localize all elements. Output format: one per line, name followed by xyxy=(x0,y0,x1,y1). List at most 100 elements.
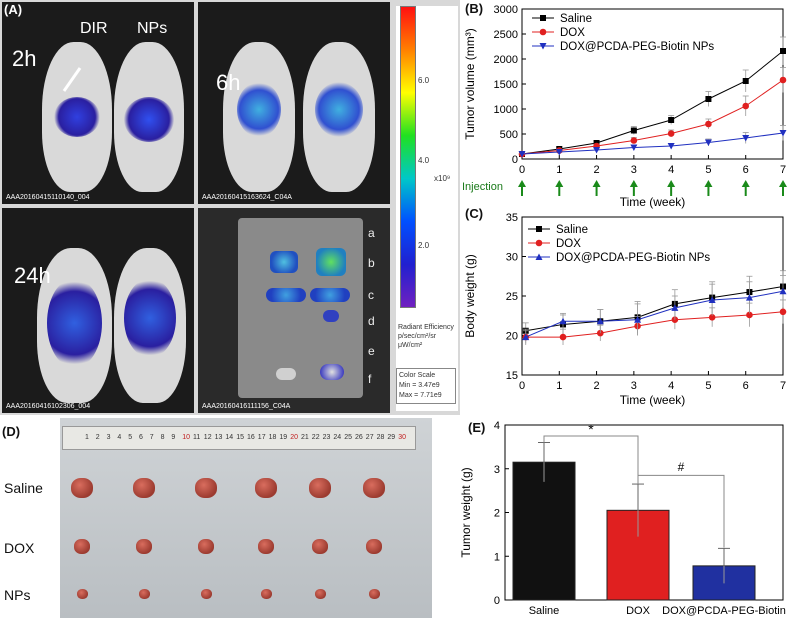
ruler-number: 30 xyxy=(398,434,406,441)
organ-letter-a: a xyxy=(368,226,375,240)
organ-b-dir xyxy=(270,251,298,273)
data-point xyxy=(708,296,716,303)
legend-marker xyxy=(535,239,543,247)
tumor-specimen xyxy=(138,589,150,599)
series-line xyxy=(521,50,784,155)
ruler-number: 27 xyxy=(365,434,374,441)
ruler-number: 10 xyxy=(182,434,190,441)
x-axis-label: Time (week) xyxy=(620,393,686,407)
ruler-number: 9 xyxy=(171,434,176,441)
col-label-dir: DIR xyxy=(80,20,108,37)
photo-row-label: DOX xyxy=(4,540,35,556)
mouse-dir xyxy=(223,42,295,192)
series-line xyxy=(525,290,784,338)
tumor-specimen xyxy=(200,589,212,599)
x-tick-label: 1 xyxy=(556,380,562,392)
tumor-specimen xyxy=(195,478,217,498)
colorbar-title: Radiant Efficiency xyxy=(398,324,454,331)
ruler-number: 23 xyxy=(322,434,331,441)
series-2 xyxy=(522,275,787,345)
time-label-2h: 2h xyxy=(12,46,37,71)
tile-footer: AAA20160416111156_C04A xyxy=(202,403,291,410)
organ-c-nps xyxy=(310,288,350,302)
injection-arrow-head xyxy=(555,180,564,187)
colorbar-unit: p/sec/cm²/sr xyxy=(398,333,437,340)
ruler-number: 14 xyxy=(225,434,234,441)
x-axis-label: Time (week) xyxy=(620,195,686,209)
panel-label-e: (E) xyxy=(468,420,486,435)
organ-letter-d: d xyxy=(368,314,375,328)
tumor-specimen xyxy=(76,589,88,599)
tumor-specimen xyxy=(368,589,380,599)
color-scale-box: Color Scale Min = 3.47e9 Max = 7.71e9 xyxy=(396,368,456,404)
legend-marker xyxy=(539,28,547,36)
tumor-specimen xyxy=(133,478,155,498)
tile-footer: AAA20160415163624_C04A xyxy=(202,194,292,201)
colorbar-exponent: x10⁹ xyxy=(434,174,451,183)
organ-d-nps xyxy=(323,310,339,322)
x-tick-label: 7 xyxy=(780,164,786,176)
tumor-specimen xyxy=(71,478,93,498)
y-tick-label: 4 xyxy=(494,420,500,432)
y-axis-label: Body weight (g) xyxy=(463,254,477,337)
ruler-number: 13 xyxy=(214,434,223,441)
legend-marker xyxy=(535,253,543,260)
y-tick-label: 2000 xyxy=(494,54,518,66)
tumor-specimen xyxy=(363,478,385,498)
series-line xyxy=(525,286,784,332)
series-2 xyxy=(518,125,787,158)
legend-label: DOX@PCDA-PEG-Biotin NPs xyxy=(556,252,710,264)
ruler-number: 25 xyxy=(344,434,352,441)
data-point xyxy=(593,147,601,154)
data-point xyxy=(667,143,675,150)
category-label: Saline xyxy=(529,605,560,617)
data-point xyxy=(704,139,712,146)
y-tick-label: 30 xyxy=(506,252,518,264)
significance-bracket xyxy=(543,435,639,485)
tumor-specimen xyxy=(258,538,274,554)
ruler-number: 16 xyxy=(247,434,255,441)
series-0 xyxy=(522,270,786,339)
data-point xyxy=(745,294,753,301)
tumor-weight-chart: 0 1 2 3 4 Tumor weight (g) Saline DOX DOX@PCDA-P… xyxy=(459,420,786,617)
series-line xyxy=(521,79,784,155)
imaging-tile-24h: 24h AAA20160416102306_004 xyxy=(2,208,194,413)
injection-arrow-head xyxy=(741,180,750,187)
colorbar-tick: 2.0 xyxy=(418,241,430,250)
tumor-volume-chart: 0 500 1000 1500 2000 2500 3000 0 1 2 3 4 5 6 7 Time (we… xyxy=(462,4,787,209)
data-point xyxy=(668,117,675,123)
y-tick-label: 2500 xyxy=(494,29,518,41)
ruler-number: 22 xyxy=(311,434,320,441)
ruler-number: 17 xyxy=(257,434,266,441)
series-line xyxy=(525,311,784,338)
tumor-specimen xyxy=(312,538,328,554)
injection-arrow-head xyxy=(629,180,638,187)
y-tick-label: 1 xyxy=(494,551,500,563)
col-label-nps: NPs xyxy=(137,20,168,37)
ruler-number: 11 xyxy=(193,434,201,441)
y-tick-label: 1500 xyxy=(494,79,518,91)
tile-footer: AAA20160415110140_004 xyxy=(6,194,90,201)
data-point xyxy=(779,287,787,295)
organ-f-nps xyxy=(320,364,344,380)
legend-marker xyxy=(539,43,547,50)
organ-letter-e: e xyxy=(368,344,375,358)
data-point xyxy=(779,308,787,316)
legend-label: Saline xyxy=(556,224,588,236)
tumor-specimen xyxy=(136,538,152,554)
series-line xyxy=(521,132,784,155)
bar xyxy=(512,461,576,601)
legend-label: DOX xyxy=(556,238,581,250)
colorbar-tick: 4.0 xyxy=(418,156,430,165)
tumor-specimen xyxy=(260,589,272,599)
data-point xyxy=(522,333,530,341)
data-point xyxy=(559,333,567,341)
x-tick-label: 7 xyxy=(780,380,786,392)
organ-letter-f: f xyxy=(368,372,372,386)
legend-label: DOX xyxy=(560,27,585,39)
injection-arrow-head xyxy=(704,180,713,187)
injection-arrow-head xyxy=(779,180,787,187)
tumor-specimen xyxy=(198,538,214,554)
tumor-specimen xyxy=(314,589,326,599)
x-tick-label: 1 xyxy=(556,164,562,176)
